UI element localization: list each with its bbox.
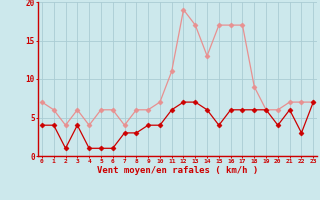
X-axis label: Vent moyen/en rafales ( km/h ): Vent moyen/en rafales ( km/h ) bbox=[97, 166, 258, 175]
